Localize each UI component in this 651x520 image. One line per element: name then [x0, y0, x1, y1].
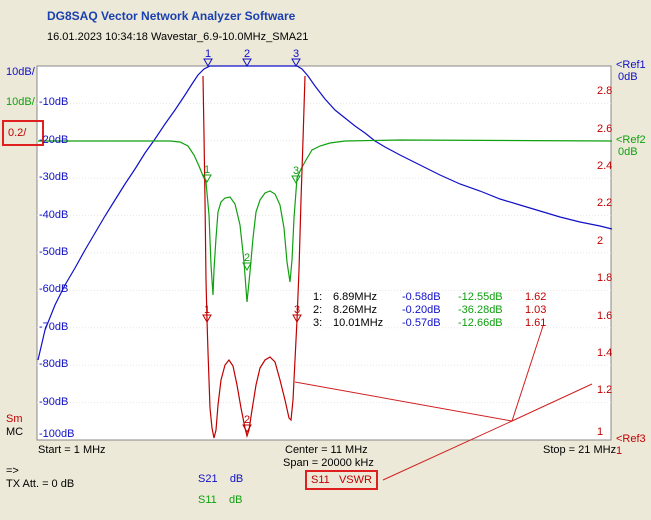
- marker-flag[interactable]: [242, 424, 252, 434]
- marker-flag-label: 1: [205, 48, 211, 60]
- db-tick-label: -50dB: [39, 246, 69, 258]
- marker-flag-label: 1: [204, 164, 210, 176]
- marker-num-value: 3:: [313, 317, 323, 329]
- db-tick-label: -90dB: [39, 395, 69, 408]
- s11-scale-label: 10dB/: [6, 96, 35, 108]
- tx-attenuation: TX Att. = 0 dB: [6, 478, 75, 490]
- marker-flag[interactable]: [202, 314, 212, 324]
- marker-flag[interactable]: [291, 58, 301, 68]
- marker-vswr-value: 1.62: [525, 291, 547, 303]
- vswr-tick-label: 1: [597, 426, 604, 438]
- start-frequency: Start = 1 MHz: [38, 444, 106, 456]
- db-tick-label: -20dB: [39, 133, 69, 146]
- marker-freq-value: 10.01MHz: [333, 317, 384, 329]
- plot-background: [36, 65, 612, 441]
- measurement-subtitle: 16.01.2023 10:34:18 Wavestar_6.9-10.0MHz…: [47, 31, 309, 43]
- marker-num-value: 2:: [313, 304, 323, 316]
- vswr-tick-label: 2.4: [597, 159, 613, 172]
- db-tick-label: -30dB: [39, 171, 69, 184]
- ref2-label: <Ref2: [616, 134, 646, 146]
- marker-flag-label: 3: [294, 304, 300, 316]
- s21-trace: [37, 65, 613, 361]
- vswr-tick-label: 2.8: [597, 85, 613, 98]
- marker-flag[interactable]: [242, 58, 252, 68]
- marker-flag[interactable]: [291, 175, 301, 185]
- marker-flag-label: 3: [293, 165, 299, 177]
- ref3-value: 1: [616, 445, 623, 457]
- legend-s11-db[interactable]: S11 dB: [198, 494, 242, 506]
- marker-s11-value: -36.28dB: [458, 304, 503, 316]
- arrow-indicator: =>: [6, 465, 19, 477]
- legend-s21[interactable]: S21 dB: [198, 473, 243, 485]
- db-tick-label: -10dB: [39, 96, 69, 109]
- marker-flag-label: 2: [244, 252, 250, 264]
- s21-scale-label: 10dB/: [6, 66, 35, 78]
- db-tick-label: -100dB: [39, 428, 75, 440]
- vswr-scale-label: 0.2/: [2, 120, 44, 146]
- marker-flag-label: 1: [204, 304, 210, 316]
- stop-frequency: Stop = 21 MHz: [543, 444, 617, 456]
- marker-flag-label: 2: [244, 48, 250, 60]
- legend-s21-param: S21: [198, 473, 218, 485]
- legend-s11-param: S11: [198, 494, 217, 506]
- marker-num-value: 1:: [313, 291, 323, 303]
- vswr-trace: [202, 75, 306, 439]
- marker-s11-value: -12.66dB: [458, 317, 503, 329]
- ref3-label: <Ref3: [616, 433, 646, 445]
- s11-db-trace: [38, 139, 613, 303]
- marker-vswr-value: 1.03: [525, 304, 547, 316]
- marker-flag[interactable]: [202, 174, 212, 184]
- marker-flag[interactable]: [203, 58, 213, 68]
- marker-vswr-value: 1.61: [525, 317, 547, 329]
- db-tick-label: -80dB: [39, 358, 69, 371]
- legend-vswr-param: S11: [311, 474, 330, 486]
- ref1-value: 0dB: [618, 71, 638, 83]
- marker-flags: 1 2 3 1 2 3 1 2 3: [202, 48, 302, 434]
- smoothing-label: Sm: [6, 413, 23, 425]
- marker-flag[interactable]: [292, 314, 302, 324]
- marker-s11-value: -12.55dB: [458, 291, 503, 303]
- span-frequency: Span = 20000 kHz: [283, 457, 374, 469]
- db-tick-label: -60dB: [39, 283, 69, 296]
- vswr-tick-label: 1.8: [597, 272, 613, 285]
- vswr-tick-label: 1.4: [597, 346, 613, 359]
- marker-flag-label: 3: [293, 48, 299, 60]
- vswr-tick-label: 1.2: [597, 384, 613, 397]
- legend-s11-vswr[interactable]: S11 VSWR: [305, 470, 378, 490]
- vswr-tick-label: 2.2: [597, 197, 613, 210]
- vswr-tick-label: 2.6: [597, 122, 613, 135]
- mc-label: MC: [6, 426, 24, 438]
- marker-freq-value: 6.89MHz: [333, 291, 378, 303]
- marker-flag[interactable]: [242, 262, 252, 272]
- db-tick-label: -70dB: [39, 320, 69, 333]
- marker-flag-label: 2: [244, 414, 250, 426]
- vswr-tick-label: 1.6: [597, 309, 613, 322]
- app-title: DG8SAQ Vector Network Analyzer Software: [47, 9, 296, 23]
- center-frequency: Center = 11 MHz: [285, 444, 368, 456]
- legend-s11-unit: dB: [229, 494, 243, 506]
- ref2-value: 0dB: [618, 146, 638, 158]
- legend-s21-unit: dB: [229, 473, 244, 485]
- marker-s21-value: -0.57dB: [402, 317, 441, 329]
- marker-s21-value: -0.20dB: [402, 304, 441, 316]
- db-tick-label: -40dB: [39, 208, 69, 221]
- ref1-label: <Ref1: [616, 59, 646, 71]
- annotation-lines: [294, 325, 593, 481]
- legend-vswr-unit: VSWR: [338, 474, 372, 486]
- vswr-tick-label: 2: [597, 234, 604, 247]
- marker-freq-value: 8.26MHz: [333, 304, 378, 316]
- marker-s21-value: -0.58dB: [402, 291, 441, 303]
